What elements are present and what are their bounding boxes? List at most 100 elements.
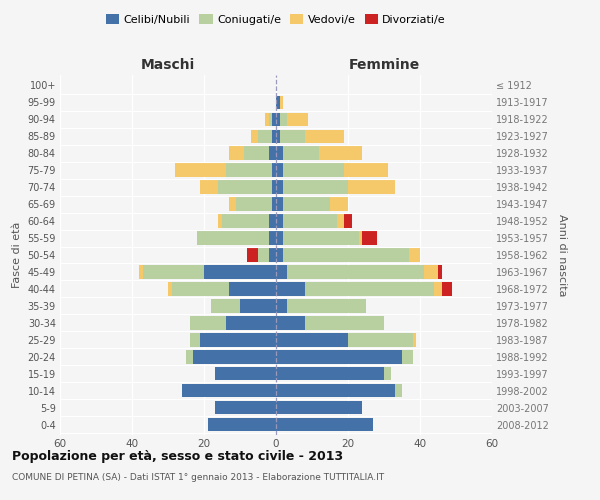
Bar bbox=[280, 130, 305, 143]
Y-axis label: Fasce di età: Fasce di età bbox=[12, 222, 22, 288]
Bar bbox=[337, 214, 344, 228]
Bar bbox=[172, 282, 229, 296]
Bar bbox=[344, 164, 388, 176]
Bar bbox=[258, 248, 269, 262]
Bar bbox=[283, 248, 409, 262]
Text: Popolazione per età, sesso e stato civile - 2013: Popolazione per età, sesso e stato civil… bbox=[12, 450, 343, 463]
Bar bbox=[305, 130, 344, 143]
Bar bbox=[276, 96, 280, 109]
Bar bbox=[276, 418, 373, 432]
Bar bbox=[272, 164, 276, 176]
Bar bbox=[276, 248, 283, 262]
Bar bbox=[276, 164, 283, 176]
Bar bbox=[276, 112, 280, 126]
Bar bbox=[384, 367, 391, 380]
Bar bbox=[344, 214, 352, 228]
Bar bbox=[186, 350, 193, 364]
Bar bbox=[272, 198, 276, 210]
Text: Maschi: Maschi bbox=[141, 58, 195, 71]
Bar bbox=[258, 130, 272, 143]
Bar bbox=[362, 232, 377, 244]
Bar bbox=[276, 214, 283, 228]
Bar bbox=[402, 350, 413, 364]
Bar bbox=[251, 130, 258, 143]
Text: COMUNE DI PETINA (SA) - Dati ISTAT 1° gennaio 2013 - Elaborazione TUTTITALIA.IT: COMUNE DI PETINA (SA) - Dati ISTAT 1° ge… bbox=[12, 472, 384, 482]
Bar bbox=[442, 282, 452, 296]
Bar bbox=[276, 146, 283, 160]
Bar bbox=[287, 112, 308, 126]
Bar bbox=[305, 316, 384, 330]
Bar bbox=[240, 300, 276, 312]
Bar bbox=[215, 401, 276, 414]
Bar bbox=[395, 384, 402, 398]
Bar bbox=[276, 232, 283, 244]
Bar bbox=[215, 367, 276, 380]
Bar bbox=[280, 96, 283, 109]
Bar bbox=[319, 146, 362, 160]
Bar bbox=[182, 384, 276, 398]
Bar bbox=[168, 282, 172, 296]
Bar bbox=[283, 164, 344, 176]
Bar bbox=[200, 334, 276, 346]
Bar bbox=[229, 198, 236, 210]
Bar bbox=[269, 232, 276, 244]
Bar bbox=[229, 146, 244, 160]
Bar bbox=[276, 350, 402, 364]
Legend: Celibi/Nubili, Coniugati/e, Vedovi/e, Divorziati/e: Celibi/Nubili, Coniugati/e, Vedovi/e, Di… bbox=[103, 10, 449, 28]
Bar bbox=[226, 164, 272, 176]
Bar bbox=[330, 198, 348, 210]
Bar bbox=[229, 282, 276, 296]
Bar bbox=[276, 367, 384, 380]
Bar bbox=[218, 214, 222, 228]
Bar bbox=[276, 316, 305, 330]
Bar bbox=[272, 130, 276, 143]
Bar bbox=[190, 334, 200, 346]
Text: Femmine: Femmine bbox=[349, 58, 419, 71]
Bar bbox=[276, 130, 280, 143]
Bar bbox=[265, 112, 269, 126]
Bar bbox=[269, 112, 272, 126]
Bar bbox=[283, 180, 348, 194]
Bar bbox=[287, 266, 424, 278]
Bar bbox=[348, 334, 413, 346]
Bar bbox=[175, 164, 226, 176]
Bar bbox=[272, 180, 276, 194]
Bar bbox=[190, 316, 226, 330]
Bar bbox=[276, 198, 283, 210]
Bar bbox=[269, 214, 276, 228]
Bar bbox=[276, 300, 287, 312]
Bar bbox=[236, 198, 272, 210]
Bar bbox=[269, 248, 276, 262]
Bar bbox=[305, 282, 434, 296]
Bar bbox=[434, 282, 442, 296]
Y-axis label: Anni di nascita: Anni di nascita bbox=[557, 214, 568, 296]
Bar bbox=[438, 266, 442, 278]
Bar bbox=[218, 180, 272, 194]
Bar bbox=[276, 384, 395, 398]
Bar bbox=[143, 266, 204, 278]
Bar bbox=[283, 232, 359, 244]
Bar bbox=[139, 266, 143, 278]
Bar bbox=[276, 266, 287, 278]
Bar bbox=[276, 401, 362, 414]
Bar bbox=[283, 214, 337, 228]
Bar bbox=[424, 266, 438, 278]
Bar bbox=[280, 112, 287, 126]
Bar bbox=[276, 282, 305, 296]
Bar bbox=[409, 248, 420, 262]
Bar bbox=[208, 418, 276, 432]
Bar bbox=[359, 232, 362, 244]
Bar bbox=[287, 300, 366, 312]
Bar bbox=[247, 248, 258, 262]
Bar bbox=[226, 316, 276, 330]
Bar bbox=[413, 334, 416, 346]
Bar bbox=[200, 180, 218, 194]
Bar bbox=[197, 232, 269, 244]
Bar bbox=[276, 180, 283, 194]
Bar bbox=[269, 146, 276, 160]
Bar bbox=[222, 214, 269, 228]
Bar bbox=[244, 146, 269, 160]
Bar bbox=[283, 198, 330, 210]
Bar bbox=[276, 334, 348, 346]
Bar bbox=[204, 266, 276, 278]
